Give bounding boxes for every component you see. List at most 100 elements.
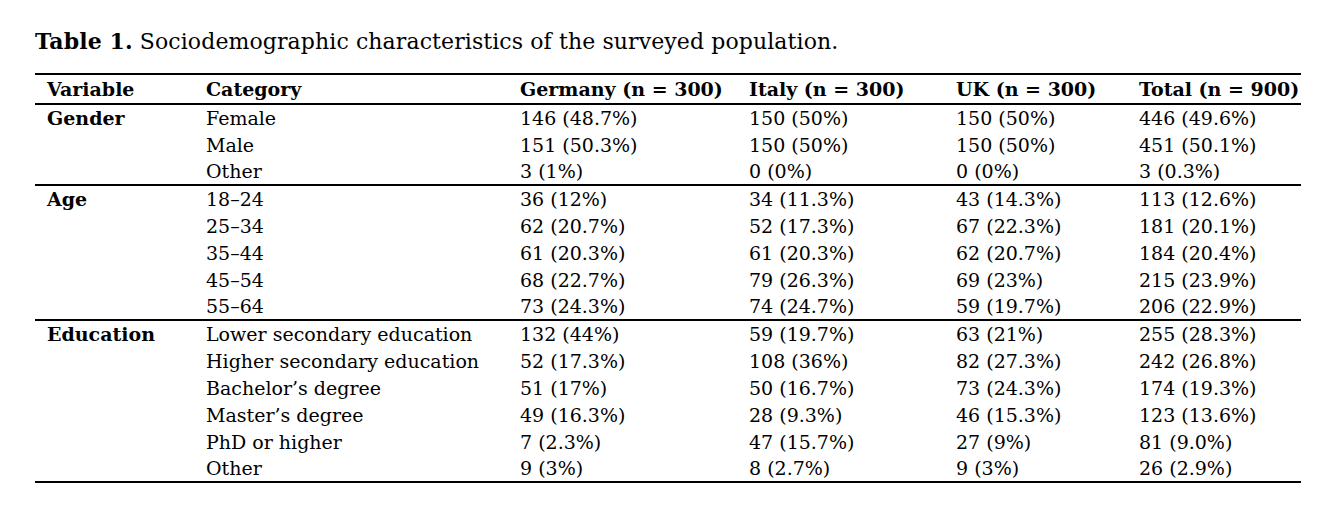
total-cell: 3 (0.3%) [1139,158,1301,185]
italy-cell: 74 (24.7%) [749,293,956,320]
uk-cell: 27 (9%) [956,428,1139,455]
total-cell: 113 (12.6%) [1139,185,1301,212]
germany-cell: 9 (3%) [520,455,749,482]
italy-cell: 150 (50%) [749,131,956,158]
category-cell: Other [206,455,520,482]
italy-cell: 79 (26.3%) [749,266,956,293]
col-header-variable: Variable [35,74,206,104]
variable-cell-empty [35,293,206,320]
germany-cell: 146 (48.7%) [520,104,749,131]
col-header-italy: Italy (n = 300) [749,74,956,104]
variable-cell-empty [35,374,206,401]
italy-cell: 34 (11.3%) [749,185,956,212]
table-row: Other 9 (3%) 8 (2.7%) 9 (3%) 26 (2.9%) [35,455,1301,482]
table-caption-text: Sociodemographic characteristics of the … [133,29,839,54]
germany-cell: 36 (12%) [520,185,749,212]
category-cell: Other [206,158,520,185]
table-row: 55–64 73 (24.3%) 74 (24.7%) 59 (19.7%) 2… [35,293,1301,320]
category-cell: 25–34 [206,212,520,239]
section-education: Education Lower secondary education 132 … [35,320,1301,482]
total-cell: 446 (49.6%) [1139,104,1301,131]
category-cell: PhD or higher [206,428,520,455]
header-row: Variable Category Germany (n = 300) Ital… [35,74,1301,104]
germany-cell: 3 (1%) [520,158,749,185]
total-cell: 26 (2.9%) [1139,455,1301,482]
variable-cell-empty [35,239,206,266]
italy-cell: 150 (50%) [749,104,956,131]
section-age: Age 18–24 36 (12%) 34 (11.3%) 43 (14.3%)… [35,185,1301,320]
germany-cell: 151 (50.3%) [520,131,749,158]
total-cell: 184 (20.4%) [1139,239,1301,266]
italy-cell: 0 (0%) [749,158,956,185]
total-cell: 206 (22.9%) [1139,293,1301,320]
italy-cell: 59 (19.7%) [749,320,956,347]
italy-cell: 50 (16.7%) [749,374,956,401]
table-header: Variable Category Germany (n = 300) Ital… [35,74,1301,104]
col-header-category: Category [206,74,520,104]
uk-cell: 46 (15.3%) [956,401,1139,428]
table-caption: Table 1. Sociodemographic characteristic… [35,27,1300,56]
table-row: Higher secondary education 52 (17.3%) 10… [35,347,1301,374]
col-header-germany: Germany (n = 300) [520,74,749,104]
variable-cell-empty [35,455,206,482]
category-cell: Female [206,104,520,131]
variable-cell-empty [35,347,206,374]
germany-cell: 49 (16.3%) [520,401,749,428]
category-cell: 18–24 [206,185,520,212]
germany-cell: 68 (22.7%) [520,266,749,293]
table-row: 35–44 61 (20.3%) 61 (20.3%) 62 (20.7%) 1… [35,239,1301,266]
category-cell: 45–54 [206,266,520,293]
italy-cell: 8 (2.7%) [749,455,956,482]
table-row: Gender Female 146 (48.7%) 150 (50%) 150 … [35,104,1301,131]
italy-cell: 61 (20.3%) [749,239,956,266]
germany-cell: 51 (17%) [520,374,749,401]
category-cell: 55–64 [206,293,520,320]
table-caption-label: Table 1. [35,28,133,54]
uk-cell: 69 (23%) [956,266,1139,293]
uk-cell: 150 (50%) [956,131,1139,158]
total-cell: 451 (50.1%) [1139,131,1301,158]
variable-cell-empty [35,428,206,455]
uk-cell: 150 (50%) [956,104,1139,131]
table-row: Master’s degree 49 (16.3%) 28 (9.3%) 46 … [35,401,1301,428]
table-row: 25–34 62 (20.7%) 52 (17.3%) 67 (22.3%) 1… [35,212,1301,239]
uk-cell: 0 (0%) [956,158,1139,185]
variable-cell-empty [35,266,206,293]
germany-cell: 52 (17.3%) [520,347,749,374]
germany-cell: 73 (24.3%) [520,293,749,320]
variable-cell-empty [35,131,206,158]
table-row: Male 151 (50.3%) 150 (50%) 150 (50%) 451… [35,131,1301,158]
table-row: Other 3 (1%) 0 (0%) 0 (0%) 3 (0.3%) [35,158,1301,185]
total-cell: 181 (20.1%) [1139,212,1301,239]
table-row: Bachelor’s degree 51 (17%) 50 (16.7%) 73… [35,374,1301,401]
total-cell: 123 (13.6%) [1139,401,1301,428]
uk-cell: 73 (24.3%) [956,374,1139,401]
germany-cell: 62 (20.7%) [520,212,749,239]
total-cell: 242 (26.8%) [1139,347,1301,374]
total-cell: 215 (23.9%) [1139,266,1301,293]
uk-cell: 43 (14.3%) [956,185,1139,212]
category-cell: 35–44 [206,239,520,266]
variable-cell: Education [35,320,206,347]
uk-cell: 67 (22.3%) [956,212,1139,239]
total-cell: 255 (28.3%) [1139,320,1301,347]
germany-cell: 61 (20.3%) [520,239,749,266]
col-header-uk: UK (n = 300) [956,74,1139,104]
table-row: Education Lower secondary education 132 … [35,320,1301,347]
category-cell: Male [206,131,520,158]
uk-cell: 59 (19.7%) [956,293,1139,320]
germany-cell: 7 (2.3%) [520,428,749,455]
variable-cell-empty [35,401,206,428]
italy-cell: 108 (36%) [749,347,956,374]
variable-cell: Gender [35,104,206,131]
uk-cell: 62 (20.7%) [956,239,1139,266]
category-cell: Bachelor’s degree [206,374,520,401]
table-row: Age 18–24 36 (12%) 34 (11.3%) 43 (14.3%)… [35,185,1301,212]
section-gender: Gender Female 146 (48.7%) 150 (50%) 150 … [35,104,1301,185]
table-row: 45–54 68 (22.7%) 79 (26.3%) 69 (23%) 215… [35,266,1301,293]
italy-cell: 28 (9.3%) [749,401,956,428]
col-header-total: Total (n = 900) [1139,74,1301,104]
sociodemographic-table: Variable Category Germany (n = 300) Ital… [35,73,1301,483]
uk-cell: 9 (3%) [956,455,1139,482]
total-cell: 81 (9.0%) [1139,428,1301,455]
